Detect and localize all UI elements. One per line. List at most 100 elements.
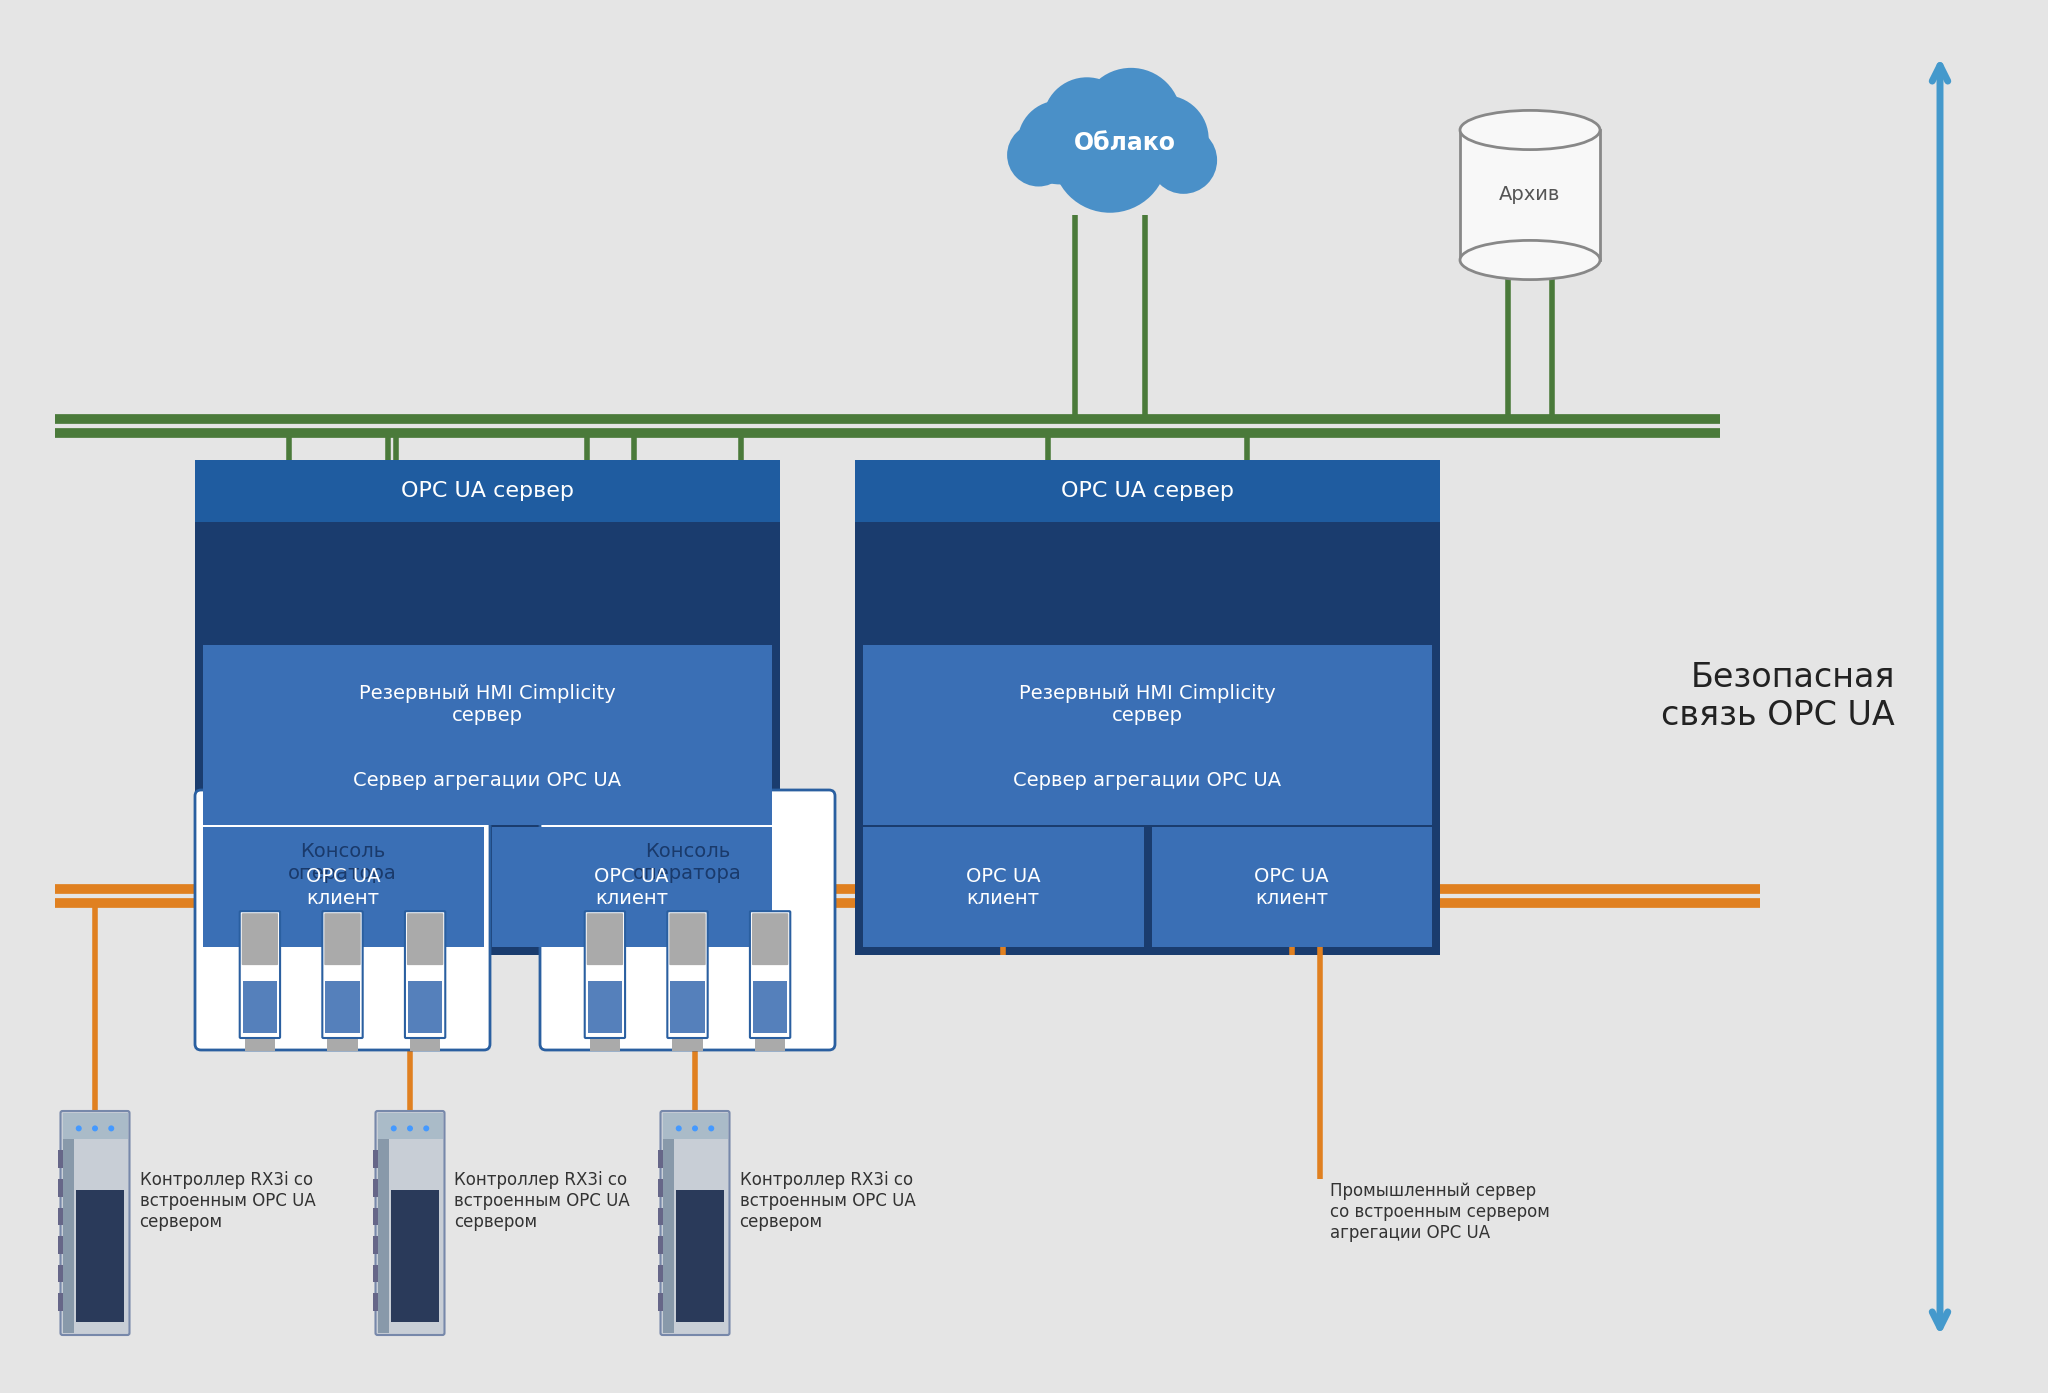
Circle shape [424, 1126, 430, 1131]
Bar [203, 645, 772, 825]
FancyBboxPatch shape [324, 914, 360, 965]
Bar [590, 1039, 621, 1050]
Bar [373, 1236, 377, 1254]
Circle shape [92, 1126, 98, 1131]
Bar [1460, 130, 1599, 260]
Text: Контроллер RX3i со
встроенным OPC UA
сервером: Контроллер RX3i со встроенным OPC UA сер… [739, 1172, 915, 1231]
Text: Контроллер RX3i со
встроенным OPC UA
сервером: Контроллер RX3i со встроенным OPC UA сер… [139, 1172, 315, 1231]
Bar [662, 1113, 727, 1139]
Bar [57, 1236, 63, 1254]
Circle shape [676, 1126, 682, 1131]
Circle shape [1042, 77, 1130, 166]
FancyBboxPatch shape [195, 790, 489, 1050]
FancyBboxPatch shape [752, 914, 788, 965]
Bar [754, 981, 786, 1034]
Bar [657, 1208, 662, 1226]
Text: Консоль
оператора: Консоль оператора [633, 843, 741, 883]
Circle shape [76, 1126, 82, 1131]
Circle shape [1120, 95, 1208, 184]
Bar [657, 1178, 662, 1197]
Circle shape [1053, 98, 1167, 213]
FancyBboxPatch shape [662, 1112, 729, 1334]
Text: Облако: Облако [1073, 131, 1176, 155]
FancyBboxPatch shape [750, 911, 791, 1038]
Bar [63, 1113, 127, 1139]
Bar [662, 1113, 674, 1333]
Text: Резервный HMI Cimplicity
сервер: Резервный HMI Cimplicity сервер [1020, 684, 1276, 724]
Text: OPC UA
клиент: OPC UA клиент [305, 866, 381, 907]
Bar [657, 1151, 662, 1167]
FancyBboxPatch shape [406, 911, 444, 1038]
Bar [377, 1113, 389, 1333]
FancyBboxPatch shape [541, 790, 836, 1050]
Text: Контроллер RX3i со
встроенным OPC UA
сервером: Контроллер RX3i со встроенным OPC UA сер… [455, 1172, 631, 1231]
Bar [408, 981, 442, 1034]
Bar [244, 1039, 274, 1050]
Text: Сервер агрегации OPC UA: Сервер агрегации OPC UA [354, 770, 621, 790]
Text: OPC UA сервер: OPC UA сервер [401, 481, 573, 501]
Text: OPC UA
клиент: OPC UA клиент [1255, 866, 1329, 907]
FancyBboxPatch shape [242, 914, 279, 965]
Bar [377, 1113, 442, 1139]
Text: Резервный HMI Cimplicity
сервер: Резервный HMI Cimplicity сервер [358, 684, 616, 724]
Bar [672, 1039, 702, 1050]
Bar [328, 1039, 358, 1050]
Bar [862, 645, 1432, 825]
Bar [854, 460, 1440, 522]
Circle shape [1081, 68, 1182, 169]
FancyBboxPatch shape [322, 911, 362, 1038]
Bar [373, 1178, 377, 1197]
Bar [676, 1190, 725, 1322]
Bar [373, 1151, 377, 1167]
Bar [244, 981, 276, 1034]
Bar [670, 981, 705, 1034]
Bar [373, 1208, 377, 1226]
Ellipse shape [1460, 110, 1599, 149]
Bar [373, 1293, 377, 1311]
Ellipse shape [1460, 241, 1599, 280]
Text: Архив: Архив [1499, 185, 1561, 205]
Text: Сервер агрегации OPC UA: Сервер агрегации OPC UA [1014, 770, 1282, 790]
Circle shape [408, 1126, 414, 1131]
Circle shape [692, 1126, 698, 1131]
FancyBboxPatch shape [61, 1112, 129, 1334]
Circle shape [1018, 100, 1102, 184]
Bar [195, 460, 780, 522]
Bar [57, 1265, 63, 1283]
Bar [391, 1190, 438, 1322]
Text: Безопасная
связь OPC UA: Безопасная связь OPC UA [1661, 660, 1894, 733]
Bar [195, 460, 780, 956]
FancyBboxPatch shape [586, 914, 623, 965]
Bar [492, 827, 772, 947]
Bar [657, 1293, 662, 1311]
Bar [63, 1113, 74, 1333]
Bar [57, 1208, 63, 1226]
Bar [854, 460, 1440, 956]
Bar [57, 1178, 63, 1197]
Text: OPC UA
клиент: OPC UA клиент [594, 866, 670, 907]
Text: OPC UA сервер: OPC UA сервер [1061, 481, 1235, 501]
FancyBboxPatch shape [670, 914, 707, 965]
Bar [410, 1039, 440, 1050]
FancyBboxPatch shape [408, 914, 442, 965]
Bar [1151, 827, 1432, 947]
FancyBboxPatch shape [668, 911, 709, 1038]
Circle shape [391, 1126, 397, 1131]
Circle shape [1008, 124, 1071, 187]
Bar [76, 1190, 125, 1322]
Bar [657, 1265, 662, 1283]
FancyBboxPatch shape [375, 1112, 444, 1334]
Text: OPC UA
клиент: OPC UA клиент [967, 866, 1040, 907]
Bar [203, 827, 483, 947]
Bar [756, 1039, 786, 1050]
Circle shape [109, 1126, 115, 1131]
Text: Консоль
оператора: Консоль оператора [289, 843, 397, 883]
Circle shape [709, 1126, 715, 1131]
Bar [588, 981, 623, 1034]
Bar [57, 1293, 63, 1311]
FancyBboxPatch shape [240, 911, 281, 1038]
FancyBboxPatch shape [586, 911, 625, 1038]
Bar [326, 981, 360, 1034]
Bar [373, 1265, 377, 1283]
Bar [862, 827, 1143, 947]
